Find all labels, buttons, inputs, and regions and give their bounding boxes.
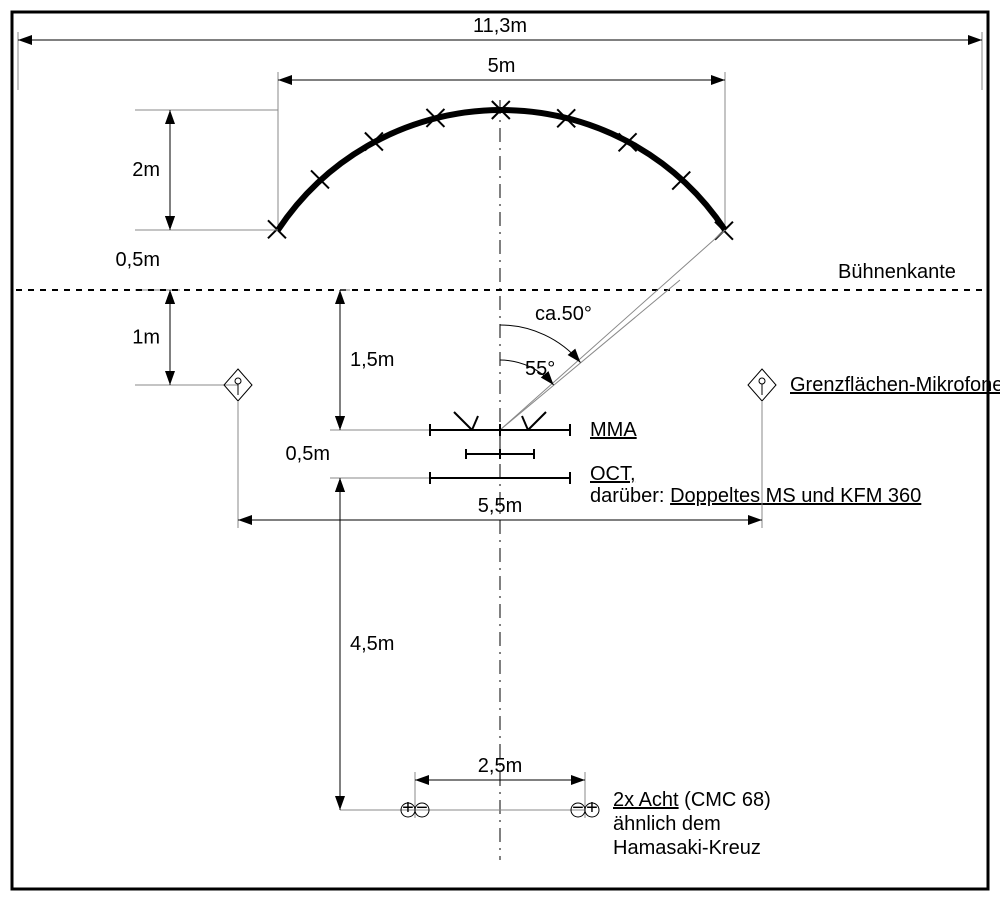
svg-text:Grenzflächen-Mikrofone: Grenzflächen-Mikrofone — [790, 374, 1000, 396]
svg-text:0,5m: 0,5m — [116, 249, 160, 271]
svg-text:2m: 2m — [132, 159, 160, 181]
svg-text:−: − — [416, 797, 428, 819]
microphone-layout-diagram: 11,3m 5m 2m 0,5m 1m Bühnenkante 1,5m 0,5m ca.50°… — [0, 0, 1000, 901]
svg-text:+: + — [586, 797, 598, 819]
svg-text:Hamasaki-Kreuz: Hamasaki-Kreuz — [613, 837, 761, 859]
svg-text:MMA: MMA — [590, 419, 637, 441]
svg-text:ähnlich dem: ähnlich dem — [613, 813, 721, 835]
svg-text:55°: 55° — [525, 358, 555, 380]
svg-text:+: + — [402, 797, 414, 819]
svg-text:ca.50°: ca.50° — [535, 303, 592, 325]
svg-text:0,5m: 0,5m — [286, 443, 330, 465]
svg-text:2,5m: 2,5m — [478, 755, 522, 777]
svg-text:−: − — [572, 797, 584, 819]
svg-text:5,5m: 5,5m — [478, 495, 522, 517]
svg-text:5m: 5m — [488, 55, 516, 77]
svg-text:darüber: Doppeltes MS und KFM: darüber: Doppeltes MS und KFM 360 — [590, 485, 921, 507]
svg-text:OCT,: OCT, — [590, 463, 636, 485]
svg-text:1m: 1m — [132, 327, 160, 349]
svg-text:2x Acht (CMC 68): 2x Acht (CMC 68) — [613, 789, 771, 811]
svg-text:1,5m: 1,5m — [350, 349, 394, 371]
svg-text:Bühnenkante: Bühnenkante — [838, 261, 956, 283]
svg-text:4,5m: 4,5m — [350, 633, 394, 655]
svg-text:11,3m: 11,3m — [473, 15, 527, 37]
